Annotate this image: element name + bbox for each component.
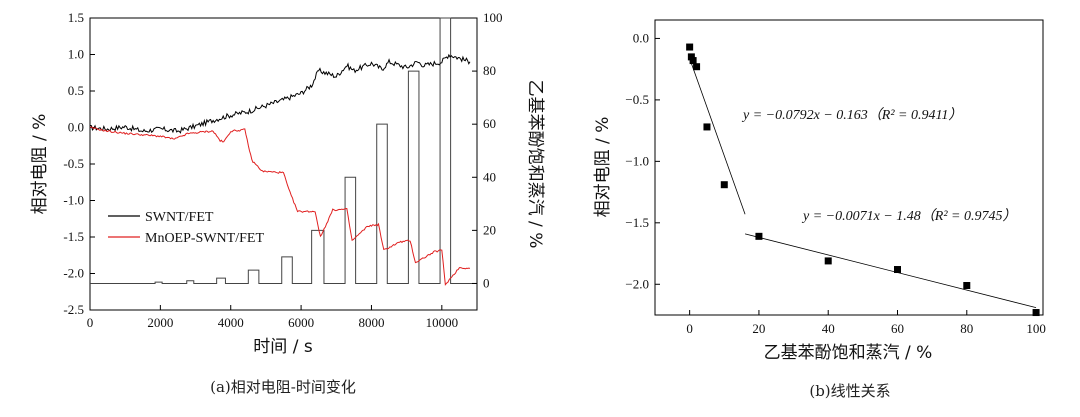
panel-b: 0 20 40 60 80 100 0.0 −0.5 −1.0 −1.5 −2.0 y = −0.0… (593, 19, 1046, 400)
vapor-bar (282, 257, 293, 284)
fit-lines (689, 58, 1037, 309)
series-line-mnoep (89, 126, 471, 286)
fit-equation-1: y = −0.0792x − 0.163（R² = 0.9411） (741, 107, 962, 123)
y-tick-label: -2.5 (63, 302, 84, 317)
scatter-point (720, 181, 728, 189)
scatter-point (703, 123, 711, 131)
scatter-points (686, 43, 1040, 317)
panel-a-ticks: 0 2000 4000 6000 8000 10000 1.5 1.0 0.5 0.0 -0.5 -1… (63, 10, 502, 330)
x-tick-label: 8000 (358, 315, 384, 330)
x-tick-label: 80 (960, 321, 973, 336)
y2-tick-label: 60 (483, 116, 496, 131)
x-tick-label: 60 (891, 321, 904, 336)
panel-b-xlabel: 乙基苯酚饱和蒸汽 / % (764, 343, 933, 363)
scatter-point (686, 43, 694, 51)
fit-equation-2: y = −0.0071x − 1.48（R² = 0.9745） (801, 208, 1016, 224)
panel-a-lines (89, 53, 471, 286)
scatter-point (1032, 309, 1040, 317)
x-tick-label: 2000 (147, 315, 173, 330)
legend-label-swnt: SWNT/FET (145, 210, 214, 225)
x-tick-label: 100 (1026, 321, 1046, 336)
y2-tick-label: 20 (483, 222, 496, 237)
vapor-bar (312, 230, 324, 283)
panel-a-caption: (a)相对电阻-时间变化 (210, 378, 356, 396)
y-tick-label: -1.5 (63, 229, 84, 244)
panel-a-y2label: 乙基苯酚饱和蒸汽 / % (525, 80, 545, 249)
y-tick-label: −0.5 (625, 92, 649, 107)
y-tick-label: -0.5 (63, 156, 84, 171)
panel-a: 0 2000 4000 6000 8000 10000 1.5 1.0 0.5 0.0 -0.5 -1… (30, 10, 545, 396)
scatter-point (687, 53, 695, 61)
x-tick-label: 6000 (288, 315, 314, 330)
scatter-point (894, 266, 901, 274)
fit-line-1 (689, 58, 746, 215)
y-tick-label: −1.5 (625, 215, 649, 230)
panel-b-frame (654, 19, 1044, 316)
x-tick-label: 4000 (218, 315, 244, 330)
y-tick-label: 0.5 (68, 83, 84, 98)
y-tick-label: 1.5 (68, 10, 84, 25)
scatter-point (693, 63, 701, 71)
vapor-bar (248, 270, 259, 283)
scatter-point (963, 282, 971, 289)
vapor-bar (408, 71, 419, 283)
fit-line-2 (744, 233, 1037, 309)
panel-b-ticks: 0 20 40 60 80 100 0.0 −0.5 −1.0 −1.5 −2.0 (625, 30, 1045, 336)
panel-a-xlabel: 时间 / s (253, 337, 313, 357)
y-tick-label: −2.0 (625, 276, 649, 291)
vapor-step-outline (90, 17, 477, 284)
y-tick-label: -1.0 (63, 193, 84, 208)
y-tick-label: −1.0 (625, 153, 649, 168)
panel-a-ylabel: 相对电阻 / % (30, 114, 50, 215)
series-line-swnt (89, 53, 471, 134)
y2-tick-label: 100 (483, 10, 503, 25)
y2-tick-label: 40 (483, 169, 496, 184)
y2-tick-label: 80 (483, 63, 496, 78)
x-tick-label: 10000 (426, 315, 459, 330)
scatter-point (755, 232, 763, 240)
y-tick-label: 0.0 (68, 120, 84, 135)
scatter-point (689, 57, 697, 65)
panel-b-ylabel: 相对电阻 / % (593, 117, 613, 218)
scatter-point (824, 257, 832, 265)
x-tick-label: 0 (686, 321, 693, 336)
y-tick-label: -2.0 (63, 266, 84, 281)
vapor-bar (217, 278, 226, 283)
x-tick-label: 0 (87, 315, 94, 330)
legend-label-mnoep: MnOEP-SWNT/FET (145, 231, 264, 246)
y-tick-label: 0.0 (633, 30, 649, 45)
y2-tick-label: 0 (483, 275, 490, 290)
vapor-bars (90, 17, 477, 284)
x-tick-label: 20 (752, 321, 765, 336)
panel-b-caption: (b)线性关系 (809, 382, 890, 400)
x-tick-label: 40 (822, 321, 835, 336)
y-tick-label: 1.0 (68, 47, 84, 62)
legend: SWNT/FET MnOEP-SWNT/FET (108, 210, 264, 246)
vapor-bar (377, 124, 388, 283)
